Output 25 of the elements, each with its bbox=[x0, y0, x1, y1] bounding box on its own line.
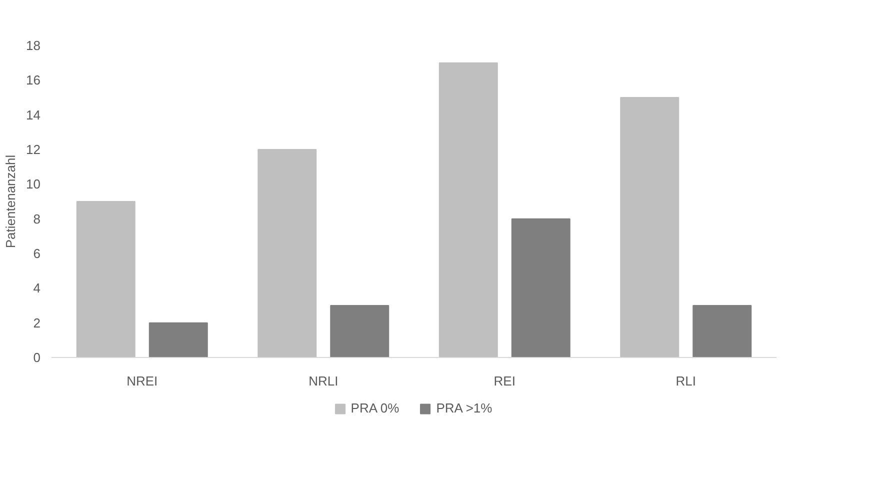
x-tick-label: NRLI bbox=[308, 374, 338, 388]
y-tick-label: 12 bbox=[26, 142, 41, 157]
y-tick-label: 0 bbox=[33, 350, 41, 365]
bar bbox=[692, 305, 752, 358]
legend-label: PRA >1% bbox=[436, 400, 492, 416]
bar bbox=[330, 305, 390, 358]
y-tick-label: 4 bbox=[33, 280, 41, 296]
y-tick-label: 10 bbox=[26, 176, 41, 192]
y-tick-label: 18 bbox=[26, 38, 41, 53]
bar bbox=[148, 322, 208, 358]
bar bbox=[76, 201, 136, 358]
bar bbox=[620, 97, 680, 358]
y-axis-title: Patientenanzahl bbox=[3, 154, 18, 248]
y-tick-label: 6 bbox=[33, 246, 41, 261]
x-tick-label: REI bbox=[494, 374, 516, 388]
bar bbox=[511, 218, 570, 358]
x-tick-label: NREI bbox=[126, 374, 158, 388]
y-tick-label: 16 bbox=[26, 72, 41, 88]
legend-label: PRA 0% bbox=[350, 400, 400, 416]
y-tick-label: 8 bbox=[33, 211, 41, 226]
x-tick-label: RLI bbox=[676, 374, 696, 388]
bar bbox=[438, 62, 498, 358]
bar bbox=[258, 149, 317, 358]
y-tick-label: 14 bbox=[26, 107, 41, 122]
y-tick-label: 2 bbox=[33, 315, 41, 330]
